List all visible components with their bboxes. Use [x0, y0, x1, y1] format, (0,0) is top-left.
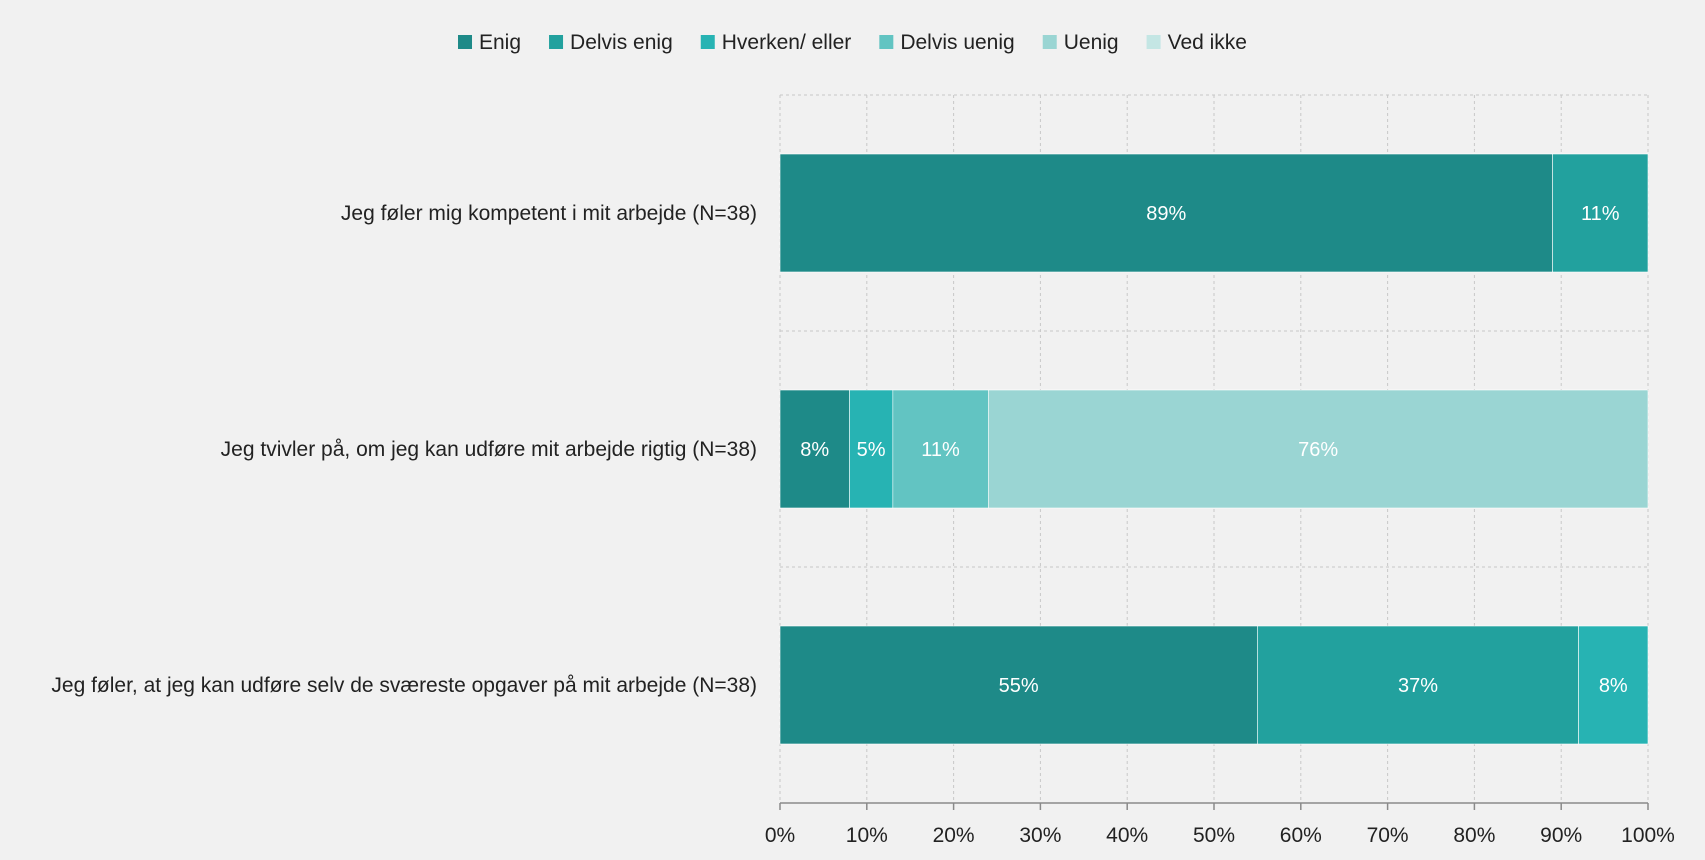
x-tick-label: 80% [1453, 824, 1495, 847]
bar-segment [1257, 625, 1579, 745]
x-tick-label: 90% [1540, 824, 1582, 847]
x-tick-label: 50% [1193, 824, 1235, 847]
legend-label: Enig [479, 31, 521, 54]
legend-item: Hverken/ eller [700, 31, 852, 54]
legend-label: Uenig [1064, 31, 1119, 54]
legend-label: Delvis enig [570, 31, 673, 54]
category-label: Jeg føler, at jeg kan udføre selv de svæ… [51, 674, 757, 697]
bar-segment [1552, 153, 1649, 273]
legend: Enig Delvis enig Hverken/ eller Delvis ueni… [458, 31, 1247, 54]
legend-item: Uenig [1042, 31, 1119, 54]
legend-item: Ved ikke [1146, 31, 1247, 54]
bar-segment [779, 389, 850, 509]
legend-swatch [1042, 35, 1057, 49]
bar-segment [988, 389, 1649, 509]
legend-item: Delvis uenig [879, 31, 1015, 54]
bar-segment [892, 389, 989, 509]
legend-label: Ved ikke [1168, 31, 1247, 54]
bar-segment [779, 153, 1553, 273]
category-label: Jeg føler mig kompetent i mit arbejde (N… [341, 202, 757, 225]
x-tick-label: 20% [933, 824, 975, 847]
legend-swatch [1146, 35, 1161, 49]
bar-segment [1578, 625, 1649, 745]
x-tick-label: 30% [1019, 824, 1061, 847]
legend-swatch [879, 35, 894, 49]
legend-swatch [549, 35, 564, 49]
data-label: 5% [857, 439, 886, 461]
category-label: Jeg tvivler på, om jeg kan udføre mit ar… [221, 438, 757, 461]
data-label: 89% [1146, 203, 1186, 225]
legend-item: Enig [458, 31, 521, 54]
category-labels: Jeg føler mig kompetent i mit arbejde (N… [51, 202, 757, 697]
x-tick-label: 0% [765, 824, 795, 847]
legend-item: Delvis enig [549, 31, 673, 54]
x-tick-label: 60% [1280, 824, 1322, 847]
x-tick-label: 10% [846, 824, 888, 847]
data-label: 55% [999, 675, 1039, 697]
data-label: 8% [1599, 675, 1628, 697]
data-label: 37% [1398, 675, 1438, 697]
legend-label: Delvis uenig [900, 31, 1014, 54]
legend-label: Hverken/ eller [722, 31, 852, 54]
data-label: 11% [921, 439, 960, 461]
x-axis: 0% 10% 20% 30% 40% 50% 60% 70% 80% 90% 100% [765, 802, 1675, 847]
x-tick-label: 40% [1106, 824, 1148, 847]
bars: 89% 11% 8% 5% 11% 76% 55% 37% 8% [779, 153, 1649, 745]
data-label: 76% [1298, 439, 1338, 461]
data-label: 8% [800, 439, 829, 461]
bar-segment [849, 389, 894, 509]
x-tick-label: 70% [1367, 824, 1409, 847]
legend-swatch [700, 35, 715, 49]
data-label: 11% [1581, 203, 1620, 225]
x-tick-label: 100% [1621, 824, 1675, 847]
legend-swatch [458, 35, 473, 49]
